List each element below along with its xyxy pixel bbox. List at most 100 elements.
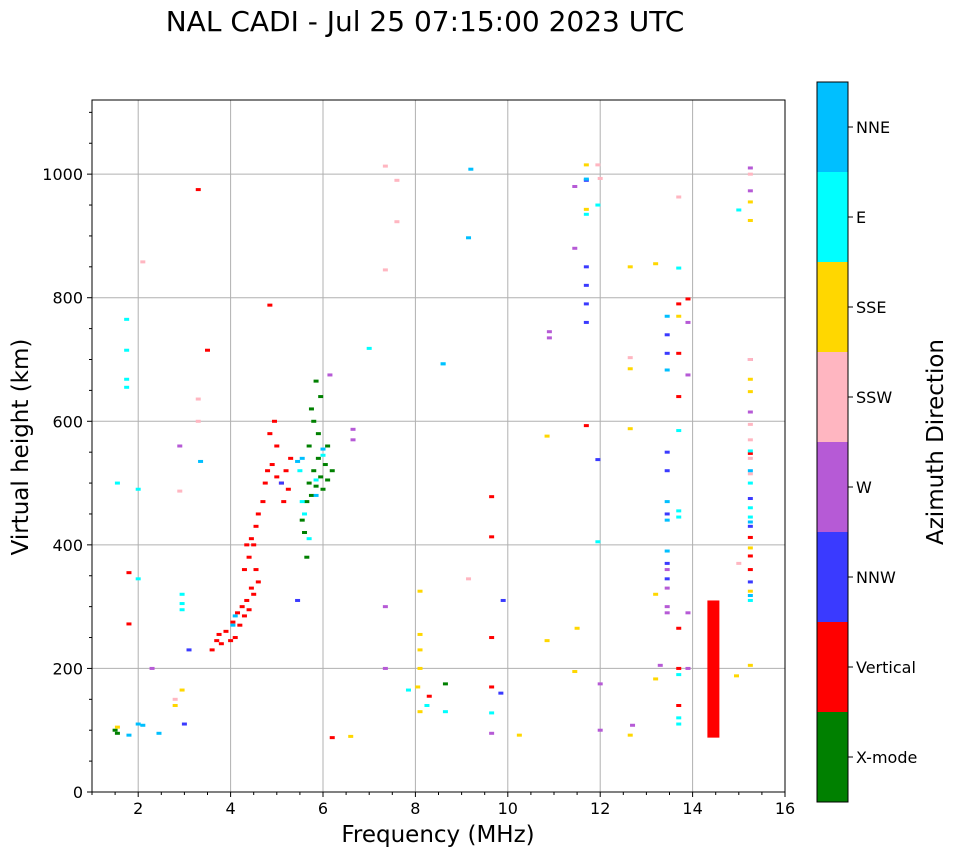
data-point [313,478,319,482]
vertical-echo-bar [707,600,720,738]
x-tick-label: 2 [133,799,143,818]
colorbar-tick-label: NNE [856,118,890,137]
data-point [112,728,118,732]
data-point [664,450,670,454]
data-point [278,481,284,485]
data-point [676,626,682,630]
data-point [216,632,222,636]
data-point [297,469,303,473]
data-point [417,648,423,652]
data-point [747,200,753,204]
data-point [597,682,603,686]
data-point [304,500,310,504]
data-point [313,379,319,383]
data-point [348,734,354,738]
data-point [241,614,247,618]
data-point [232,636,238,640]
data-point [747,580,753,584]
series-e [114,203,753,726]
data-point [195,419,201,423]
plot-frame [91,99,786,793]
data-point [747,390,753,394]
data-point [179,592,185,596]
data-point [489,495,495,499]
x-tick-label: 14 [682,799,702,818]
data-point [288,456,294,460]
colorbar-segment [817,442,848,532]
data-point [466,577,472,581]
data-point [572,670,578,674]
data-point [664,512,670,516]
data-point [595,540,601,544]
data-point [114,731,120,735]
data-point [327,373,333,377]
data-point [417,710,423,714]
data-point [747,422,753,426]
data-point [114,481,120,485]
data-point [627,367,633,371]
series-nnw [181,178,753,726]
data-point [218,642,224,646]
data-point [676,302,682,306]
data-point [135,722,141,726]
data-point [306,537,312,541]
data-point [181,722,187,726]
data-point [260,500,266,504]
data-point [366,346,372,350]
data-point [126,733,132,737]
series-ssw [140,163,753,701]
data-point [251,592,257,596]
data-point [664,314,670,318]
data-point [299,456,305,460]
data-point [417,666,423,670]
data-point [228,639,234,643]
data-point [583,424,589,428]
data-point [244,598,250,602]
data-point [177,489,183,493]
data-point [500,598,506,602]
data-point [322,463,328,467]
data-point [281,500,287,504]
data-point [747,449,753,453]
data-point [747,524,753,528]
data-point [736,208,742,212]
data-point [685,373,691,377]
data-point [325,444,331,448]
data-point [664,500,670,504]
data-point [572,185,578,188]
data-point [597,176,603,180]
data-point [248,586,254,590]
data-point [664,605,670,609]
data-point [315,456,321,460]
data-point [595,458,601,462]
data-point [205,348,210,352]
data-point [627,427,633,431]
y-axis-label: Virtual height (km) [8,339,34,556]
data-point [237,623,243,627]
data-point [195,188,201,192]
data-point [664,568,670,572]
data-point [394,220,400,224]
data-point [415,685,421,689]
data-point [179,602,185,606]
data-point [382,268,388,272]
data-point [583,302,589,306]
data-point [267,432,273,436]
colorbar-segment [817,712,848,802]
data-point [676,351,682,355]
data-point [177,444,183,448]
data-point [135,487,141,491]
data-point [232,614,238,618]
data-point [627,733,633,737]
data-point [274,444,280,448]
y-tick-label: 800 [52,289,83,308]
data-point [271,419,277,423]
data-point [124,317,130,321]
colorbar-segment [817,262,848,352]
data-point [299,500,305,504]
data-point [546,336,552,340]
data-point [676,314,682,318]
x-tick-label: 8 [410,799,420,818]
data-point [676,673,682,677]
